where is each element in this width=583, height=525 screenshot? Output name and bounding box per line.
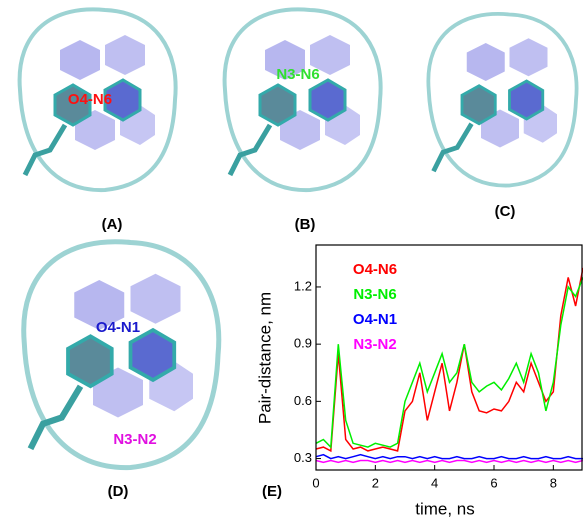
- x-axis-label: time, ns: [415, 499, 475, 518]
- panel-label: (D): [108, 483, 129, 500]
- x-tick-label: 6: [490, 475, 497, 490]
- annotation: N3-N2: [113, 431, 156, 448]
- panel-label: (E): [262, 483, 282, 500]
- x-tick-label: 0: [312, 475, 319, 490]
- annotation: O4-N6: [68, 91, 112, 108]
- molecule-image: [225, 9, 381, 190]
- annotation: O4-N1: [96, 319, 140, 336]
- panel-label: (B): [295, 216, 316, 233]
- data-line: [315, 277, 583, 449]
- legend-label: N3-N2: [353, 336, 396, 353]
- y-tick-label: 0.3: [294, 450, 312, 465]
- panel-label: (A): [102, 216, 123, 233]
- data-line: [315, 453, 583, 460]
- annotation: N3-N6: [276, 66, 319, 83]
- y-tick-label: 0.9: [294, 336, 312, 351]
- x-tick-label: 4: [431, 475, 438, 490]
- plot-frame: [315, 244, 583, 471]
- y-tick-label: 1.2: [294, 278, 312, 293]
- x-tick-label: 8: [550, 475, 557, 490]
- legend-label: N3-N6: [353, 286, 396, 303]
- legend-label: O4-N6: [353, 261, 397, 278]
- data-line: [315, 459, 583, 464]
- molecule-image: [428, 14, 576, 186]
- panel-label: (C): [495, 203, 516, 220]
- y-tick-label: 0.6: [294, 393, 312, 408]
- data-line: [315, 267, 583, 453]
- legend-label: O4-N1: [353, 311, 397, 328]
- y-axis-label: Pair-distance, nm: [255, 292, 274, 424]
- x-tick-label: 2: [372, 475, 379, 490]
